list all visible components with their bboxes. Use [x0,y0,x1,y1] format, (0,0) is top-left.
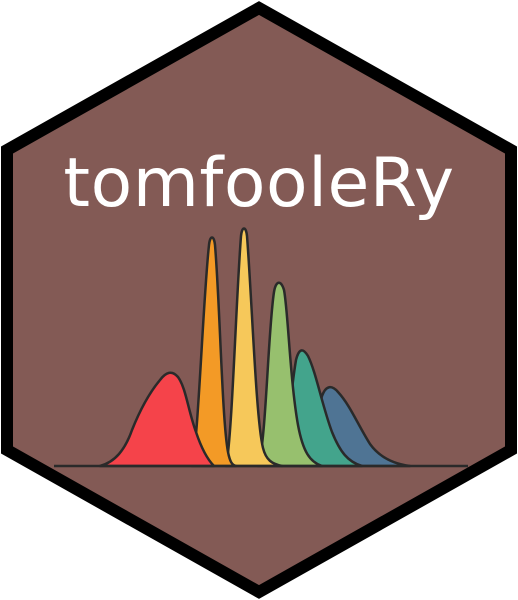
orange-peak [190,236,238,468]
logo-title: tomfooleRy [63,144,454,223]
red-peak [98,371,216,468]
density-peaks [98,227,412,468]
yellow-peak [224,227,284,468]
lime-peak [256,281,324,468]
